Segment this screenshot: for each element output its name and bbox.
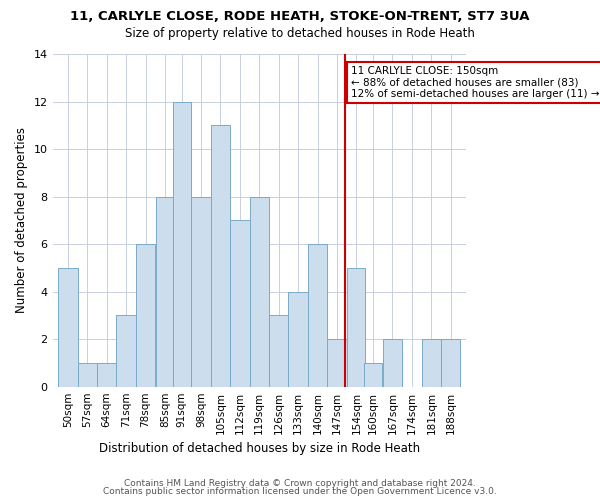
Bar (136, 244, 155, 386)
Bar (77, 363, 97, 386)
Bar (422, 339, 441, 386)
Bar (97, 363, 116, 386)
Bar (58, 268, 77, 386)
Bar (211, 126, 230, 386)
Bar (156, 196, 174, 386)
Bar (327, 339, 347, 386)
X-axis label: Distribution of detached houses by size in Rode Heath: Distribution of detached houses by size … (99, 442, 420, 455)
Bar (364, 363, 382, 386)
Bar (383, 339, 402, 386)
Bar (441, 339, 460, 386)
Bar (269, 316, 289, 386)
Y-axis label: Number of detached properties: Number of detached properties (15, 128, 28, 314)
Bar (289, 292, 308, 386)
Text: Contains public sector information licensed under the Open Government Licence v3: Contains public sector information licen… (103, 487, 497, 496)
Bar (308, 244, 327, 386)
Bar (191, 196, 211, 386)
Bar (230, 220, 250, 386)
Text: 11, CARLYLE CLOSE, RODE HEATH, STOKE-ON-TRENT, ST7 3UA: 11, CARLYLE CLOSE, RODE HEATH, STOKE-ON-… (70, 10, 530, 23)
Bar (347, 268, 365, 386)
Bar (173, 102, 191, 387)
Bar (250, 196, 269, 386)
Text: 11 CARLYLE CLOSE: 150sqm
← 88% of detached houses are smaller (83)
12% of semi-d: 11 CARLYLE CLOSE: 150sqm ← 88% of detach… (351, 66, 599, 99)
Text: Contains HM Land Registry data © Crown copyright and database right 2024.: Contains HM Land Registry data © Crown c… (124, 478, 476, 488)
Bar (116, 316, 136, 386)
Text: Size of property relative to detached houses in Rode Heath: Size of property relative to detached ho… (125, 28, 475, 40)
